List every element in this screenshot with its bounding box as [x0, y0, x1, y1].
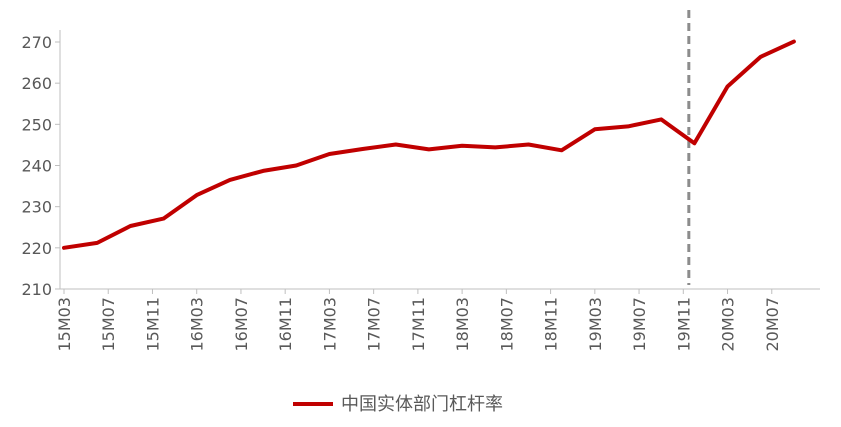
- x-tick-label: 20M07: [763, 297, 782, 352]
- x-tick-label: 17M03: [320, 297, 339, 352]
- y-axis: 210 220 230 240 250 260 270: [21, 30, 61, 299]
- x-tick-label: 17M11: [409, 297, 428, 352]
- x-tick-label: 18M07: [497, 297, 516, 352]
- y-tick-label: 250: [21, 115, 52, 134]
- x-tick-label: 18M03: [453, 297, 472, 352]
- y-tick-label: 210: [21, 280, 52, 299]
- x-tick-label: 19M07: [630, 297, 649, 352]
- x-tick-label: 19M11: [674, 297, 693, 352]
- x-tick-label: 19M03: [586, 297, 605, 352]
- x-tick-label: 15M03: [55, 297, 74, 352]
- legend-label: 中国实体部门杠杆率: [341, 394, 503, 415]
- legend: 中国实体部门杠杆率: [293, 394, 503, 415]
- x-tick-label: 15M11: [143, 297, 162, 352]
- x-tick-label: 18M11: [542, 297, 561, 352]
- x-tick-label: 16M03: [188, 297, 207, 352]
- y-tick-label: 270: [21, 33, 52, 52]
- y-tick-label: 230: [21, 198, 52, 217]
- x-axis: 15M03 15M07 15M11 16M03 16M07 16M11 17M03 17M07…: [55, 288, 820, 352]
- y-tick-label: 240: [21, 157, 52, 176]
- x-tick-label: 17M07: [365, 297, 384, 352]
- y-tick-label: 220: [21, 239, 52, 258]
- x-tick-label: 20M03: [719, 297, 738, 352]
- x-tick-label: 15M07: [99, 297, 118, 352]
- y-tick-label: 260: [21, 74, 52, 93]
- series-group: [62, 39, 796, 250]
- series-line: [62, 39, 796, 250]
- x-tick-label: 16M11: [276, 297, 295, 352]
- x-tick-label: 16M07: [232, 297, 251, 352]
